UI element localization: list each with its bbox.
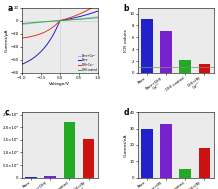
Bar: [179, 170, 191, 178]
Y-axis label: Current/μA: Current/μA: [5, 29, 9, 52]
Bar: [160, 31, 172, 73]
DHI+Co²⁺: [20, 37, 23, 39]
Text: d: d: [124, 108, 129, 117]
Bar: [141, 129, 153, 178]
DHI+Co²⁺: [91, 6, 94, 9]
Bare: [45, 44, 48, 46]
Line: DHI+Co²⁺: DHI+Co²⁺: [22, 8, 98, 38]
DHI coated: [30, 22, 32, 24]
Bare: [30, 59, 32, 61]
Bar: [199, 148, 210, 178]
Bare: [75, 16, 78, 19]
Y-axis label: Current/nA: Current/nA: [124, 133, 128, 157]
DHI coated: [20, 22, 23, 25]
Line: DHI coated: DHI coated: [22, 18, 98, 24]
Bare+Co²⁺: [20, 23, 23, 26]
DHI coated: [51, 20, 53, 22]
Bare+Co²⁺: [45, 21, 48, 23]
DHI+Co²⁺: [75, 14, 78, 16]
Bar: [44, 176, 56, 178]
Bare: [51, 36, 53, 38]
Bar: [141, 19, 153, 73]
Bare+Co²⁺: [76, 18, 78, 20]
Bar: [199, 64, 210, 73]
Bar: [64, 122, 75, 178]
DHI+Co²⁺: [51, 27, 53, 29]
Bare+Co²⁺: [75, 18, 78, 20]
DHI coated: [75, 18, 78, 21]
Text: a: a: [8, 4, 13, 13]
DHI coated: [76, 18, 78, 21]
DHI coated: [97, 17, 99, 19]
Bare: [68, 18, 71, 20]
DHI+Co²⁺: [68, 17, 71, 19]
DHI+Co²⁺: [30, 36, 32, 38]
Bar: [25, 177, 37, 178]
Bare+Co²⁺: [30, 22, 32, 25]
Bare: [97, 10, 99, 12]
Bare+Co²⁺: [68, 19, 71, 21]
Bar: [83, 139, 94, 178]
DHI+Co²⁺: [45, 30, 48, 32]
Text: c: c: [5, 108, 10, 117]
Bar: [179, 60, 191, 73]
Line: Bare: Bare: [22, 11, 98, 64]
Bare+Co²⁺: [97, 15, 99, 18]
X-axis label: Voltage/V: Voltage/V: [49, 82, 70, 86]
Y-axis label: ICR values: ICR values: [124, 29, 128, 52]
DHI+Co²⁺: [97, 6, 99, 9]
DHI coated: [45, 20, 48, 23]
DHI coated: [68, 19, 71, 21]
Bar: [160, 124, 172, 178]
DHI+Co²⁺: [76, 14, 78, 16]
Bare: [20, 63, 23, 65]
Bare+Co²⁺: [51, 20, 53, 22]
Text: b: b: [124, 4, 129, 13]
Legend: Bare+Co²⁺, Bare, DHI+Co²⁺, DHI coated: Bare+Co²⁺, Bare, DHI+Co²⁺, DHI coated: [78, 53, 97, 72]
Y-axis label: Resistance/Ω: Resistance/Ω: [0, 131, 1, 159]
Line: Bare+Co²⁺: Bare+Co²⁺: [22, 17, 98, 25]
Bare: [76, 16, 78, 18]
